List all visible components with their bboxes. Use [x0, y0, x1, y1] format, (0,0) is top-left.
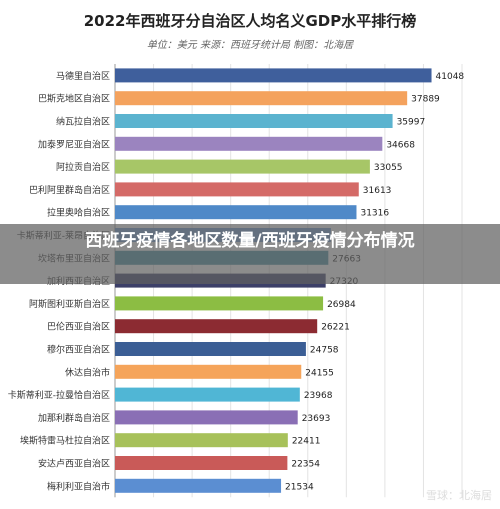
- bar: [115, 364, 302, 379]
- bar: [115, 456, 288, 470]
- category-label: 巴斯克地区自治区: [38, 93, 110, 105]
- data-label: 41048: [436, 72, 465, 82]
- bar: [115, 410, 298, 425]
- bar: [115, 319, 318, 334]
- category-label: 纳瓦拉自治区: [56, 116, 110, 128]
- watermark-text: 雪球：北海居: [426, 489, 492, 502]
- chart-title: 2022年西班牙分自治区人均名义GDP水平排行榜: [83, 12, 417, 30]
- chart-subtitle: 单位：美元 来源：西班牙统计局 制图：北海居: [146, 40, 354, 51]
- category-label: 阿斯图利亚斯自治区: [29, 298, 110, 310]
- data-label: 24155: [305, 368, 334, 378]
- data-label: 31316: [360, 209, 389, 219]
- bar: [115, 205, 357, 220]
- category-label: 马德里自治区: [56, 70, 110, 82]
- data-label: 22411: [292, 437, 321, 447]
- category-label: 穆尔西亚自治区: [47, 344, 110, 356]
- bar: [115, 68, 432, 83]
- category-label: 安达卢西亚自治区: [38, 458, 110, 470]
- data-label: 33055: [374, 163, 403, 173]
- category-label: 梅利利亚自治市: [47, 480, 110, 492]
- bar: [115, 433, 288, 448]
- data-label: 26221: [321, 323, 350, 333]
- data-label: 23693: [302, 414, 331, 424]
- data-label: 37889: [411, 95, 440, 105]
- data-label: 31613: [363, 186, 392, 196]
- bar: [115, 91, 408, 106]
- category-label: 巴伦西亚自治区: [47, 321, 110, 333]
- data-label: 35997: [397, 118, 426, 128]
- data-label: 21534: [285, 482, 314, 492]
- data-label: 24758: [310, 346, 339, 356]
- bar: [115, 159, 370, 174]
- category-label: 加那利群岛自治区: [38, 412, 110, 424]
- bar: [115, 387, 300, 402]
- bar: [115, 182, 359, 197]
- category-label: 休达自治市: [65, 366, 110, 378]
- category-label: 阿拉贡自治区: [56, 161, 110, 173]
- category-label: 加泰罗尼亚自治区: [38, 138, 110, 150]
- data-label: 26984: [327, 300, 356, 310]
- category-label: 拉里奥哈自治区: [47, 207, 110, 219]
- bar: [115, 296, 324, 311]
- bar: [115, 114, 393, 128]
- data-label: 22354: [291, 460, 320, 470]
- bar: [115, 478, 282, 493]
- overlay-banner: [0, 224, 500, 284]
- bar: [115, 136, 383, 151]
- data-label: 34668: [386, 140, 415, 150]
- category-label: 埃斯特雷马杜拉自治区: [20, 435, 110, 447]
- data-label: 23968: [304, 391, 333, 401]
- bar: [115, 342, 306, 356]
- overlay-headline: 西班牙疫情各地区数量/西班牙疫情分布情况: [85, 231, 415, 251]
- category-label: 卡斯蒂利亚-拉曼恰自治区: [8, 389, 110, 401]
- category-label: 巴利阿里群岛自治区: [29, 184, 110, 196]
